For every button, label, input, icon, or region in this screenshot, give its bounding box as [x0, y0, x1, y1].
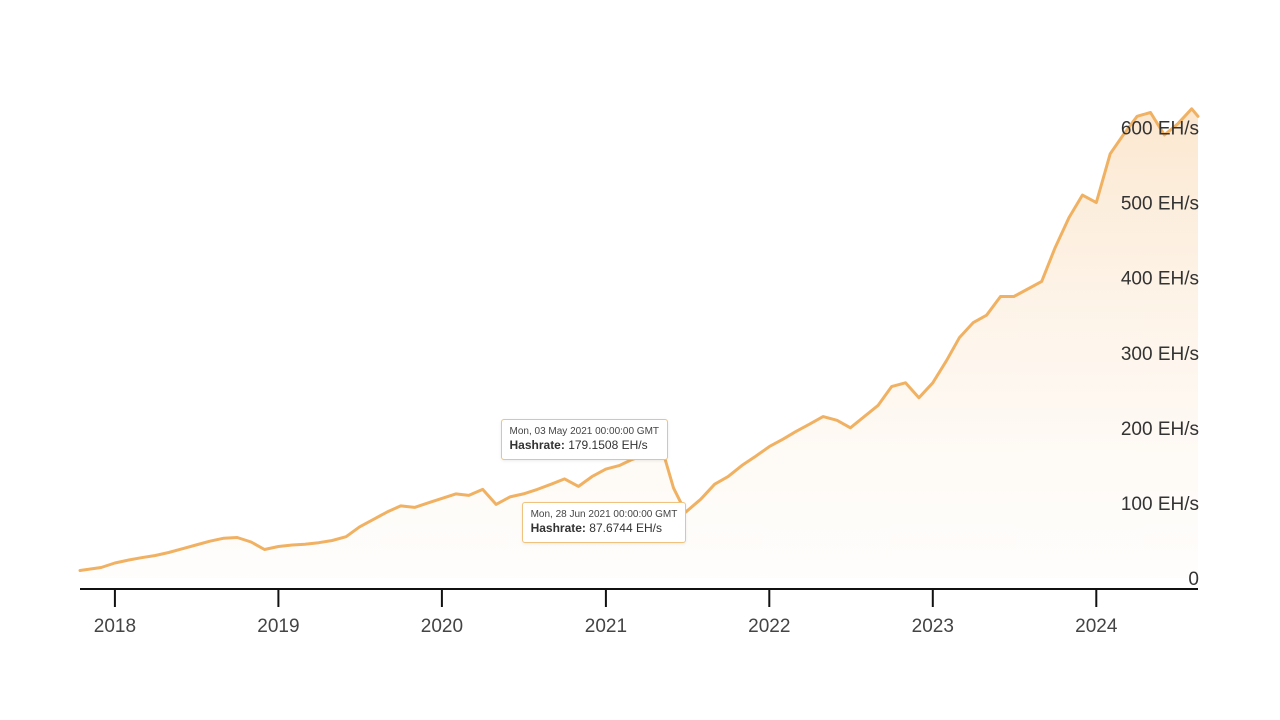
tooltip-date: Mon, 03 May 2021 00:00:00 GMT: [509, 426, 660, 438]
series-area: [80, 108, 1198, 579]
x-tick-label: 2019: [257, 616, 299, 637]
area-layer: [80, 108, 1198, 579]
y-tick-label: 500 EH/s: [1121, 194, 1199, 215]
tooltip-date: Mon, 28 Jun 2021 00:00:00 GMT: [530, 509, 678, 521]
tooltip-value-row: Hashrate: 179.1508 EH/s: [510, 438, 660, 453]
hashrate-tooltip: Mon, 28 Jun 2021 00:00:00 GMT Hashrate: 8…: [521, 502, 687, 544]
tooltip-metric-label: Hashrate:: [509, 438, 565, 453]
x-tick-label: 2018: [94, 616, 136, 637]
tooltip-value-row: Hashrate: 87.6744 EH/s: [531, 521, 678, 536]
x-tick-label: 2022: [748, 616, 790, 637]
x-axis: 2018 2019 2020 2021 2022 2023 2024: [80, 588, 1198, 637]
y-tick-label: 400 EH/s: [1121, 269, 1199, 290]
tooltip-value: 87.6744 EH/s: [585, 521, 662, 536]
x-tick-label: 2024: [1075, 616, 1118, 637]
y-tick-label: 600 EH/s: [1121, 119, 1199, 140]
y-tick-label: 200 EH/s: [1121, 419, 1199, 440]
tooltip-metric-label: Hashrate:: [530, 521, 586, 536]
y-tick-label: 100 EH/s: [1121, 494, 1199, 515]
x-tick-label: 2023: [912, 616, 954, 637]
tooltip-value: 179.1508 EH/s: [564, 438, 648, 453]
x-tick-label: 2020: [421, 616, 463, 637]
y-tick-label: 300 EH/s: [1121, 344, 1199, 365]
hashrate-tooltip: Mon, 03 May 2021 00:00:00 GMT Hashrate: 1…: [500, 419, 669, 461]
y-tick-label: 0: [1188, 569, 1199, 590]
y-axis: 0 100 EH/s 200 EH/s 300 EH/s 400 EH/s 500 EH/…: [1121, 119, 1199, 591]
x-tick-label: 2021: [585, 616, 627, 637]
